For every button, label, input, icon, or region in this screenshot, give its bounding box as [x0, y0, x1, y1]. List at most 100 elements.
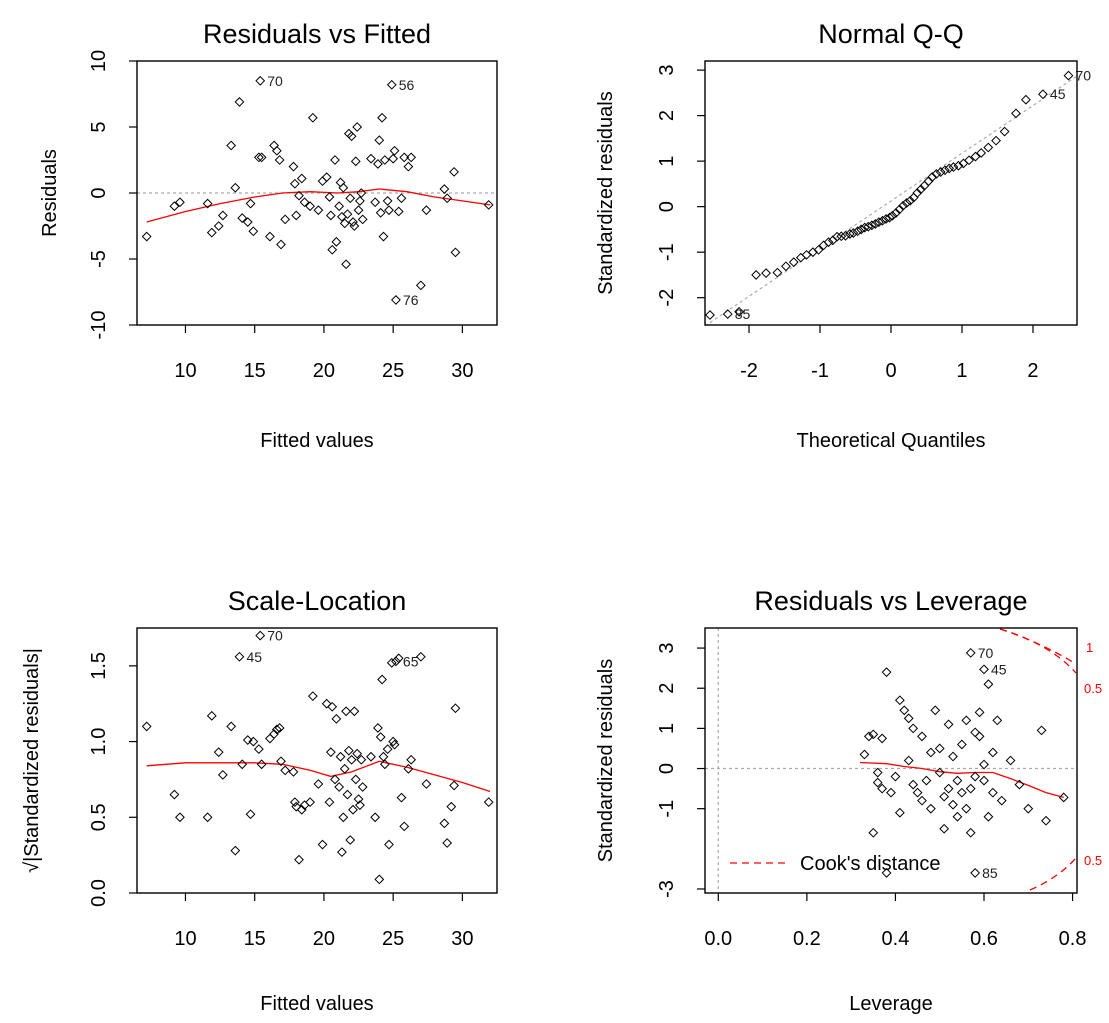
data-point: [280, 214, 291, 225]
plot-panel-3: Scale-Location 45 70 65 10 15 20 25 30 0.0 0.5 1.0 1…: [21, 586, 498, 1015]
y-tick-label: -10: [88, 311, 110, 340]
data-point: [930, 705, 941, 716]
y-tick-label: 0: [656, 201, 678, 212]
data-point: [1036, 725, 1047, 736]
legend-label: Cook's distance: [800, 853, 941, 875]
data-point: [399, 821, 410, 832]
data-point: [446, 801, 457, 812]
data-point: [321, 698, 332, 709]
data-point: [141, 231, 152, 242]
lowess-smoother-line: [146, 760, 491, 793]
data-point: [948, 799, 958, 810]
data-point: [355, 196, 365, 206]
data-point: [280, 765, 291, 776]
data-point: [927, 172, 938, 182]
data-point: [343, 128, 354, 139]
data-point: [217, 210, 228, 221]
data-point: [256, 152, 267, 163]
x-tick-label: 0.8: [1059, 928, 1087, 950]
data-point: [356, 188, 367, 198]
data-point: [970, 151, 981, 162]
qq-reference-line: [704, 75, 1078, 327]
x-axis-label: Theoretical Quantiles: [797, 430, 986, 452]
data-point: [823, 237, 834, 248]
data-point: [253, 744, 264, 755]
plot-title: Residuals vs Fitted: [203, 19, 431, 49]
data-point: [923, 176, 934, 187]
plot-frame: [704, 627, 1078, 894]
point-label: 45: [991, 661, 1007, 677]
data-point: [939, 823, 950, 834]
data-point: [956, 739, 967, 750]
data-point: [175, 197, 185, 208]
data-point: [884, 212, 895, 223]
point-label: 70: [1075, 68, 1091, 84]
plot-frame: [704, 60, 1078, 326]
data-point: [439, 184, 450, 194]
data-point: [898, 200, 908, 211]
data-point: [1011, 108, 1021, 119]
y-tick-label: 0: [656, 763, 678, 774]
x-tick-label: 1: [956, 360, 967, 382]
data-point: [288, 766, 299, 777]
data-point: [483, 797, 494, 808]
data-point: [912, 188, 923, 198]
data-point: [274, 155, 285, 165]
data-point: [393, 653, 404, 664]
x-tick-label: 15: [244, 928, 266, 950]
plot-title: Normal Q-Q: [818, 19, 964, 49]
x-axis-label: Leverage: [849, 993, 932, 1015]
data-point: [399, 152, 410, 163]
data-point: [388, 153, 399, 164]
data-point: [202, 812, 213, 823]
data-point: [265, 733, 275, 744]
data-point: [255, 630, 266, 641]
data-point: [944, 163, 955, 174]
data-point: [970, 771, 981, 782]
data-point: [382, 196, 393, 206]
data-point: [317, 839, 328, 850]
data-point: [353, 205, 364, 216]
data-point: [307, 691, 318, 702]
data-point: [373, 723, 383, 733]
data-point: [386, 79, 397, 90]
data-point: [317, 176, 328, 187]
data-point: [903, 755, 914, 766]
data-point: [940, 165, 950, 176]
data-point: [393, 206, 404, 217]
cooks-distance-curve-bottom: [1029, 857, 1077, 891]
data-point: [305, 797, 315, 808]
data-point: [294, 854, 304, 865]
data-point: [868, 827, 879, 838]
data-point: [337, 847, 347, 858]
data-point: [1063, 70, 1074, 81]
data-point: [352, 122, 363, 132]
x-axis-label: Fitted values: [260, 430, 373, 452]
data-point: [350, 774, 361, 785]
lowess-smoother-line: [859, 761, 1064, 799]
data-point: [245, 809, 256, 820]
data-point: [948, 162, 959, 172]
y-tick-label: 2: [656, 110, 678, 121]
data-point: [217, 769, 228, 780]
data-point: [350, 156, 361, 167]
data-point: [378, 231, 389, 242]
x-tick-label: 15: [244, 360, 266, 382]
data-point: [999, 126, 1010, 137]
data-point: [389, 145, 400, 156]
data-point: [859, 749, 870, 760]
data-point: [391, 295, 401, 305]
point-label: 76: [403, 292, 419, 308]
data-point: [877, 215, 888, 226]
data-point: [324, 797, 335, 808]
data-point: [389, 739, 400, 750]
data-point: [341, 706, 351, 717]
data-point: [269, 729, 279, 739]
data-point: [291, 801, 302, 812]
data-point: [449, 780, 459, 791]
data-point: [345, 193, 356, 204]
data-point: [265, 231, 275, 242]
data-point: [983, 679, 994, 690]
x-tick-label: 0: [885, 360, 896, 382]
data-point: [415, 280, 426, 291]
